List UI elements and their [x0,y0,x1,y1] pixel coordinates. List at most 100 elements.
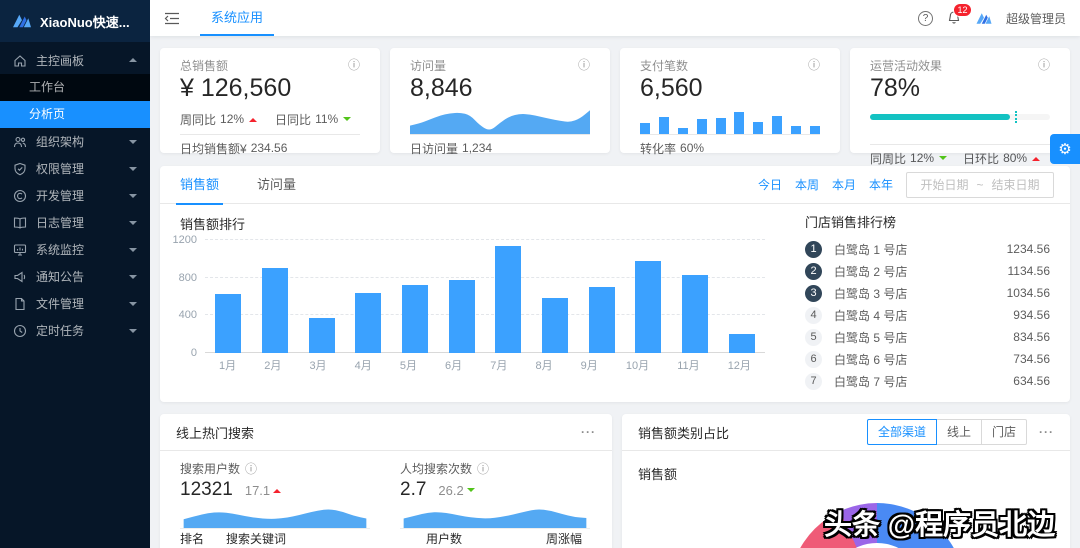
bar [682,274,709,353]
quick-link[interactable]: 本年 [868,178,893,192]
notifications-button[interactable]: 12 [946,3,972,26]
ellipsis-icon[interactable]: ··· [581,425,596,439]
bar [640,122,650,134]
sidebar-item-label: 组织架构 [36,135,85,149]
team-icon [13,135,27,149]
channel-option[interactable]: 全部渠道 [866,419,937,445]
sidebar-item[interactable]: 权限管理 [0,155,150,182]
sidebar-submenu: 工作台 分析页 [0,74,150,128]
card-title: 访问量 [410,58,447,73]
sidebar-item-label: 通知公告 [36,270,85,284]
menu-fold-icon[interactable] [164,12,180,25]
caret-down-icon [343,116,352,125]
gridline [205,239,765,240]
bar-slot [718,334,765,353]
trend-day: 日同比 11% [275,111,352,128]
logo[interactable]: XiaoNuo快速... [0,0,150,42]
card-footer: 日均销售额¥ 234.56 [180,134,360,161]
bar-slot [438,279,485,353]
x-axis-label: 4月 [354,360,372,372]
chevron-down-icon [129,167,137,175]
channel-option[interactable]: 线上 [935,419,982,445]
card-footer: 日访问量 1,234 [410,134,590,161]
notification-badge: 12 [952,3,972,17]
channel-option[interactable]: 门店 [980,419,1027,445]
quick-link[interactable]: 本月 [831,178,856,192]
sidebar-item[interactable]: 组织架构 [0,128,150,155]
sidebar-item-dashboard[interactable]: 主控画板 [0,47,150,74]
list-item: 1 白鹭岛 1 号店 1234.56 [805,238,1050,260]
quick-link[interactable]: 今日 [757,178,782,192]
sidebar-item-label: 权限管理 [36,162,85,176]
stat-delta: 26.2 [438,483,475,498]
question-circle-icon[interactable]: ? [917,10,933,26]
store-ranking: 门店销售排行榜 1 白鹭岛 1 号店 1234.56 2 白鹭岛 2 号店 1134.56… [805,212,1050,392]
sidebar-item[interactable]: 系统监控 [0,236,150,263]
ranking-title: 门店销售排行榜 [805,215,897,230]
per-capita-search-stat: 人均搜索次数 ⓘ 2.7 26.2 [400,460,590,529]
sidebar-item-label: 系统监控 [36,243,85,257]
bar [677,127,688,134]
list-item: 7 白鹭岛 7 号店 634.56 [805,370,1050,392]
sort-carets-icon[interactable] [586,532,592,546]
tab-sales[interactable]: 销售额 [176,166,224,205]
rank-badge: 2 [805,262,822,280]
bar-slot [345,292,392,353]
username[interactable]: 超级管理员 [1005,11,1066,26]
x-axis-label: 8月 [535,360,553,372]
sidebar-item[interactable]: 日志管理 [0,209,150,236]
sidebar-subitem[interactable]: 工作台 [0,74,150,101]
progress-bar [870,111,1050,123]
stat-value: 2.7 [400,479,427,500]
sidebar-item[interactable]: 定时任务 [0,317,150,344]
sidebar-item[interactable]: 开发管理 [0,182,150,209]
sidebar: XiaoNuo快速... 主控画板 工作台 分析页 组织架构权限管理开发管理日志管… [0,0,150,548]
x-axis-label: 9月 [580,360,598,372]
tab-visits[interactable]: 访问量 [257,176,297,192]
bar-chart: 0 400 800 1200 [173,235,765,359]
store-name: 白鹭岛 4 号店 [834,308,908,323]
bar-slot [485,245,532,353]
avatar[interactable] [975,11,993,26]
rank-badge: 3 [805,284,822,302]
ellipsis-icon[interactable]: ··· [1039,425,1054,439]
info-circle-icon[interactable]: ⓘ [577,58,590,72]
sidebar-item-label: 日志管理 [36,216,85,230]
info-circle-icon[interactable]: ⓘ [245,461,258,476]
x-axis-label: 3月 [309,360,327,372]
bar [715,118,726,134]
sidebar-item[interactable]: 文件管理 [0,290,150,317]
store-value: 734.56 [1013,352,1050,366]
sidebar-subitem[interactable]: 分析页 [0,101,150,128]
list-item: 2 白鹭岛 2 号店 1134.56 [805,260,1050,282]
rank-badge: 7 [805,372,822,390]
bar-slot [392,285,439,353]
bar-slot [672,274,719,353]
tab-system-app[interactable]: 系统应用 [200,0,275,36]
chevron-down-icon [129,221,137,229]
caret-up-icon [1032,153,1041,161]
bar [542,298,569,353]
bar [402,285,429,353]
bar-slot [532,298,579,353]
column-header-sortable[interactable]: 周涨幅 [546,530,592,547]
info-circle-icon[interactable]: ⓘ [347,58,360,72]
x-axis-label: 5月 [399,360,417,372]
bar [772,115,783,134]
file-icon [13,297,27,311]
stat-delta: 17.1 [245,483,282,498]
bar [308,318,335,353]
quick-link[interactable]: 本周 [794,178,819,192]
sidebar-item[interactable]: 通知公告 [0,263,150,290]
sidebar-item-label: 文件管理 [36,297,85,311]
topbar-right: ? 12 超级管理员 [917,3,1080,27]
category-share-panel: 销售额类别占比 全部渠道 线上 门店 ··· 销售额 [622,414,1070,548]
info-circle-icon[interactable]: ⓘ [1037,58,1050,72]
date-range-input[interactable]: 开始日期 ~ 结束日期 [906,171,1054,198]
info-circle-icon[interactable]: ⓘ [477,461,490,476]
bar [791,126,801,134]
info-circle-icon[interactable]: ⓘ [807,58,820,72]
settings-drawer-button[interactable]: ⚙ [1050,134,1080,164]
sales-tabbar: 销售额 访问量 今日 本周 本月 本年 开始日期 ~ 结束日期 [160,166,1070,205]
list-item: 3 白鹭岛 3 号店 1034.56 [805,282,1050,304]
